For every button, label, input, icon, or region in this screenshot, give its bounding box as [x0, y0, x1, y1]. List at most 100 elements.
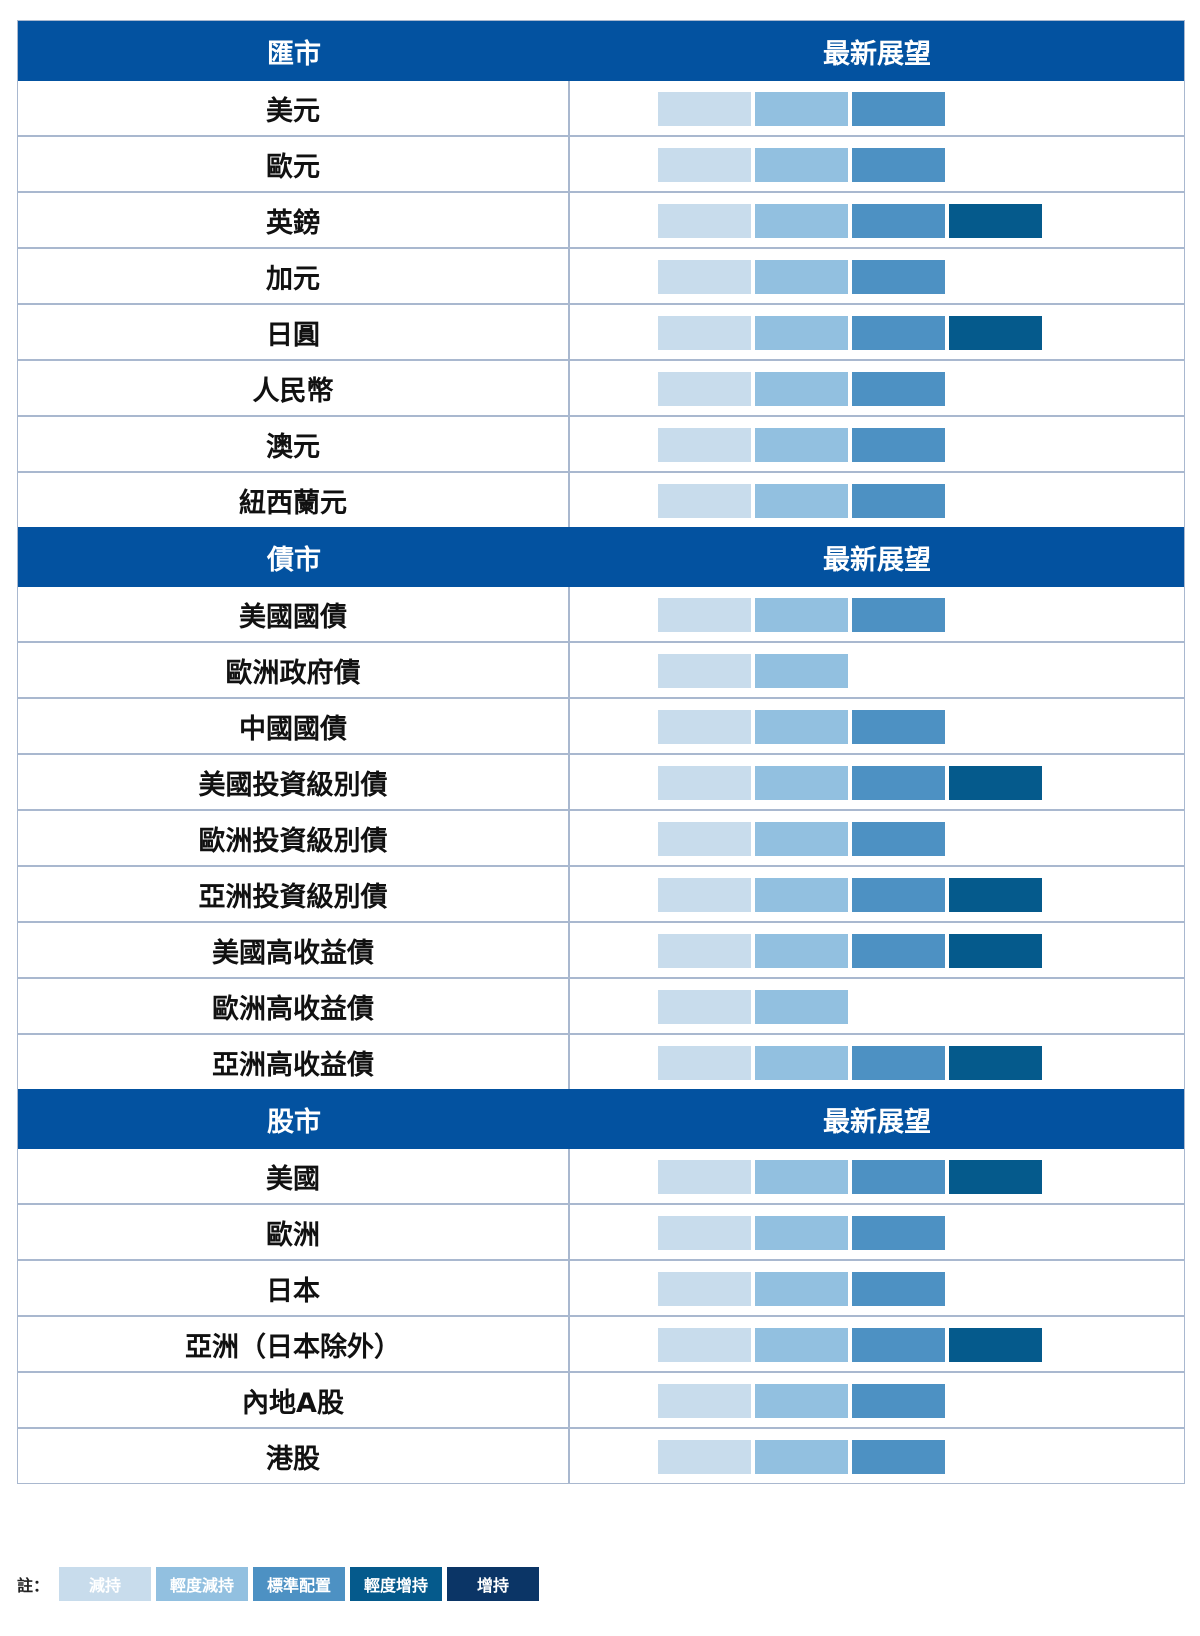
table-row: 美國投資級別債 [18, 753, 1184, 809]
table-row: 澳元 [18, 415, 1184, 471]
outlook-bar-segment [755, 1328, 848, 1362]
outlook-bar-segment [949, 878, 1042, 912]
section-header: 股市 最新展望 [18, 1089, 1184, 1149]
outlook-bar-segment [755, 654, 848, 688]
table-row: 亞洲高收益債 [18, 1033, 1184, 1089]
outlook-bar-segment [852, 822, 945, 856]
outlook-bar-segment [852, 428, 945, 462]
outlook-bars [570, 249, 1184, 303]
table-row: 歐洲政府債 [18, 641, 1184, 697]
outlook-header: 最新展望 [823, 544, 931, 576]
outlook-bars [570, 417, 1184, 471]
outlook-bar-segment [755, 484, 848, 518]
outlook-bar-segment [755, 372, 848, 406]
outlook-bars [570, 473, 1184, 527]
legend-item: 減持 [59, 1567, 152, 1601]
outlook-bar-segment [755, 148, 848, 182]
asset-name: 中國國債 [18, 699, 570, 753]
outlook-bar-segment [755, 1384, 848, 1418]
outlook-bar-segment [658, 878, 751, 912]
outlook-bars [570, 1373, 1184, 1427]
outlook-bar-segment [852, 1384, 945, 1418]
outlook-table: 匯市 最新展望 美元 歐元 英鎊 加元 日圓 人民幣 澳元 紐西蘭元 債市 最新展望 美國國債 歐洲政府債… [17, 20, 1185, 1484]
outlook-bar-segment [755, 822, 848, 856]
legend-item: 輕度減持 [156, 1567, 249, 1601]
asset-name: 歐洲投資級別債 [18, 811, 570, 865]
outlook-bar-segment [852, 1272, 945, 1306]
table-row: 歐洲 [18, 1203, 1184, 1259]
outlook-bar-segment [658, 654, 751, 688]
outlook-bar-segment [658, 1328, 751, 1362]
section-title: 匯市 [267, 38, 321, 70]
outlook-bars [570, 811, 1184, 865]
legend-note-label: 註： [17, 1576, 50, 1595]
section-title: 股市 [267, 1106, 321, 1138]
asset-name: 亞洲投資級別債 [18, 867, 570, 921]
outlook-bar-segment [658, 990, 751, 1024]
table-row: 美國國債 [18, 587, 1184, 641]
outlook-bar-segment [658, 1216, 751, 1250]
outlook-bars [570, 755, 1184, 809]
outlook-bar-segment [658, 372, 751, 406]
outlook-bar-segment [755, 598, 848, 632]
outlook-bar-segment [852, 316, 945, 350]
outlook-bar-segment [658, 822, 751, 856]
table-row: 日本 [18, 1259, 1184, 1315]
table-row: 美元 [18, 81, 1184, 135]
outlook-bar-segment [852, 92, 945, 126]
outlook-bar-segment [852, 1216, 945, 1250]
outlook-bar-segment [852, 260, 945, 294]
outlook-bar-segment [658, 1384, 751, 1418]
legend: 註： 減持 輕度減持 標準配置 輕度增持 增持 [17, 1567, 544, 1601]
outlook-bar-segment [658, 934, 751, 968]
outlook-bar-segment [658, 428, 751, 462]
outlook-bar-segment [949, 1160, 1042, 1194]
asset-name: 英鎊 [18, 193, 570, 247]
outlook-bars [570, 137, 1184, 191]
legend-item: 輕度增持 [350, 1567, 443, 1601]
asset-name: 美國 [18, 1149, 570, 1203]
asset-name: 內地A股 [18, 1373, 570, 1427]
outlook-bar-segment [658, 1046, 751, 1080]
outlook-bars [570, 305, 1184, 359]
asset-name: 亞洲高收益債 [18, 1035, 570, 1089]
outlook-bar-segment [658, 484, 751, 518]
outlook-bar-segment [852, 372, 945, 406]
outlook-bar-segment [658, 710, 751, 744]
table-row: 港股 [18, 1427, 1184, 1483]
outlook-bars [570, 1149, 1184, 1203]
legend-item: 增持 [447, 1567, 540, 1601]
outlook-bar-segment [949, 1328, 1042, 1362]
outlook-bars [570, 867, 1184, 921]
table-row: 歐元 [18, 135, 1184, 191]
asset-name: 歐洲 [18, 1205, 570, 1259]
outlook-bar-segment [658, 204, 751, 238]
outlook-bar-segment [755, 934, 848, 968]
table-row: 美國 [18, 1149, 1184, 1203]
section-title: 債市 [267, 544, 321, 576]
outlook-bars [570, 699, 1184, 753]
outlook-bar-segment [949, 766, 1042, 800]
outlook-bars [570, 643, 1184, 697]
outlook-bar-segment [949, 934, 1042, 968]
table-row: 日圓 [18, 303, 1184, 359]
table-row: 中國國債 [18, 697, 1184, 753]
asset-name: 澳元 [18, 417, 570, 471]
outlook-bar-segment [852, 1440, 945, 1474]
asset-name: 人民幣 [18, 361, 570, 415]
table-row: 美國高收益債 [18, 921, 1184, 977]
asset-name: 歐元 [18, 137, 570, 191]
outlook-bar-segment [755, 260, 848, 294]
outlook-bar-segment [658, 766, 751, 800]
outlook-header: 最新展望 [823, 1106, 931, 1138]
outlook-bar-segment [852, 1046, 945, 1080]
asset-name: 美國高收益債 [18, 923, 570, 977]
outlook-bars [570, 1429, 1184, 1483]
outlook-bar-segment [658, 1160, 751, 1194]
outlook-bars [570, 193, 1184, 247]
outlook-bars [570, 1035, 1184, 1089]
asset-name: 美國投資級別債 [18, 755, 570, 809]
outlook-bars [570, 81, 1184, 135]
outlook-bar-segment [658, 1272, 751, 1306]
outlook-header: 最新展望 [823, 38, 931, 70]
